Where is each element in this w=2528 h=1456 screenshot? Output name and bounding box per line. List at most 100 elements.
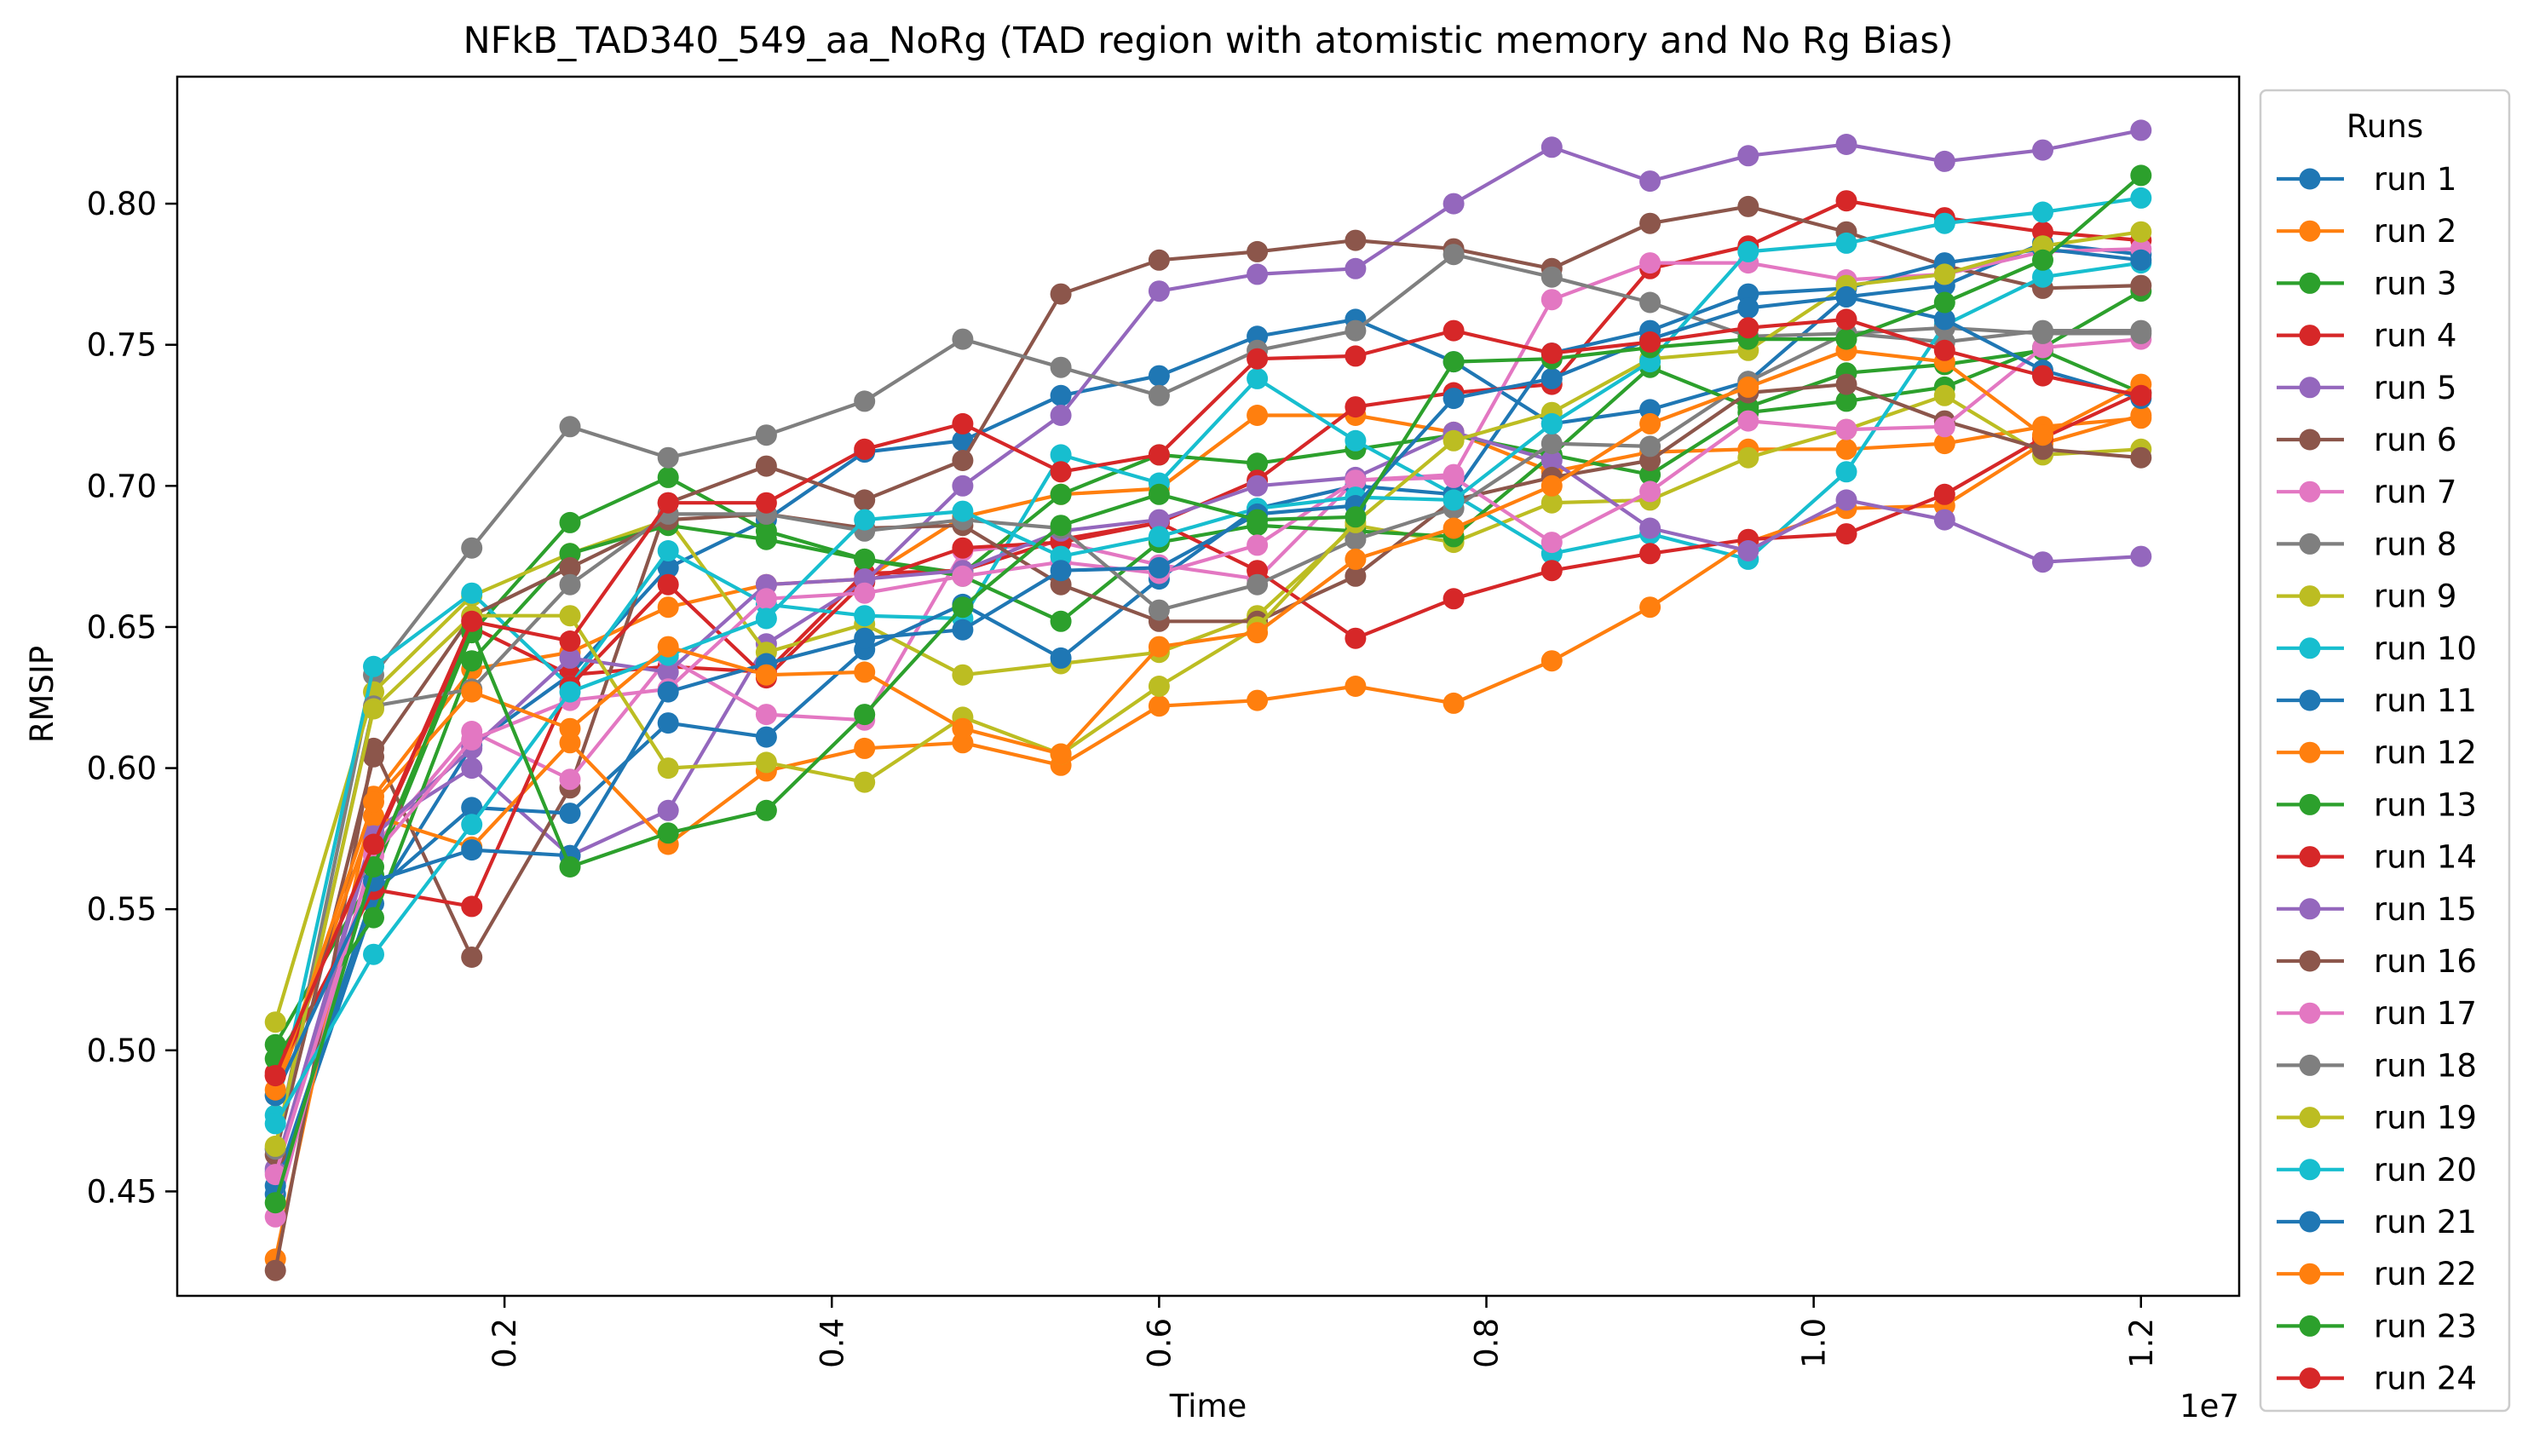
data-point: [1639, 331, 1661, 353]
data-point: [657, 636, 679, 658]
series-line: [274, 289, 2142, 1046]
y-tick-label: 0.80: [87, 186, 157, 222]
data-point: [1345, 676, 1367, 697]
data-point: [1540, 266, 1563, 288]
series-line: [274, 317, 2142, 1077]
y-tick-label: 0.65: [87, 609, 157, 646]
data-point: [657, 556, 679, 578]
data-point: [2130, 164, 2152, 187]
data-point: [657, 446, 679, 469]
series-line: [274, 261, 2142, 1116]
data-point: [1933, 384, 1955, 406]
legend-label: run 22: [2374, 1256, 2477, 1292]
data-point: [657, 540, 679, 561]
data-point: [1050, 560, 1072, 582]
data-point: [559, 647, 581, 669]
data-point: [363, 906, 384, 929]
data-point: [1639, 596, 1661, 619]
series-line: [274, 413, 2142, 1096]
legend-label: run 14: [2374, 839, 2477, 876]
series-22: [264, 339, 2152, 1101]
data-point: [1835, 438, 1857, 460]
data-point: [2130, 249, 2152, 271]
data-point: [2130, 545, 2152, 567]
data-point: [1050, 405, 1072, 426]
data-point: [1443, 244, 1465, 266]
series-line: [274, 204, 2141, 1271]
data-point: [1247, 534, 1269, 556]
legend-item: run 5: [2277, 370, 2456, 406]
legend-item: run 6: [2277, 422, 2456, 458]
data-point: [1050, 515, 1072, 537]
data-point: [1345, 319, 1367, 342]
data-point: [264, 1011, 286, 1033]
legend-marker: [2299, 1315, 2321, 1337]
data-point: [1540, 289, 1563, 311]
legend-item: run 3: [2277, 265, 2456, 302]
legend-marker: [2299, 532, 2321, 555]
legend-item: run 23: [2277, 1308, 2477, 1344]
data-point: [2130, 405, 2152, 426]
series-line: [274, 430, 2141, 1172]
legend-marker: [2299, 1263, 2321, 1285]
data-point: [1050, 647, 1072, 669]
legend-label: run 10: [2374, 630, 2477, 667]
data-point: [1540, 342, 1563, 365]
data-point: [2130, 119, 2152, 141]
data-point: [952, 717, 974, 740]
data-point: [559, 605, 581, 627]
data-point: [1737, 317, 1759, 339]
data-point: [559, 511, 581, 533]
data-point: [952, 596, 974, 619]
data-point: [2032, 551, 2053, 573]
legend-label: run 4: [2374, 318, 2456, 354]
legend-marker: [2299, 220, 2321, 242]
data-point: [952, 328, 974, 350]
legend-item: run 14: [2277, 839, 2477, 876]
data-point: [1737, 297, 1759, 319]
legend-marker: [2299, 1367, 2321, 1390]
data-point: [1835, 373, 1857, 395]
data-point: [1540, 450, 1563, 471]
legend-item: run 10: [2277, 630, 2477, 667]
legend-item: run 18: [2277, 1047, 2477, 1084]
data-point: [2130, 384, 2152, 406]
data-point: [1737, 240, 1759, 262]
data-point: [363, 655, 384, 677]
data-point: [363, 791, 384, 813]
axes-frame: [176, 75, 2241, 1298]
legend-marker: [2299, 585, 2321, 607]
data-point: [1933, 339, 1955, 361]
data-point: [755, 607, 777, 630]
data-point: [461, 947, 483, 968]
y-axis-label: RMSIP: [24, 646, 60, 743]
data-point: [1835, 285, 1857, 308]
data-point: [1639, 517, 1661, 539]
data-point: [1345, 506, 1367, 528]
data-point: [461, 895, 483, 918]
x-tick-label: 1.0: [1796, 1318, 1833, 1368]
y-tick-label: 0.45: [87, 1173, 157, 1210]
data-point: [1148, 676, 1170, 697]
data-point: [559, 630, 581, 652]
y-tick-label: 0.75: [87, 327, 157, 364]
data-point: [854, 627, 876, 649]
data-point: [2032, 249, 2053, 271]
legend-item: run 16: [2277, 943, 2477, 980]
data-point: [1639, 543, 1661, 565]
data-point: [1345, 565, 1367, 587]
data-point: [2130, 274, 2152, 296]
axes: 0.2 0.4 0.6 0.8 1.0 1.2 0.45 0.50 0.55 0.60 0.65 0.…: [87, 75, 2241, 1368]
data-point: [461, 757, 483, 780]
legend-marker: [2299, 429, 2321, 451]
legend-label: run 16: [2374, 943, 2477, 980]
data-point: [854, 661, 876, 683]
data-point: [1247, 367, 1269, 389]
series-line: [274, 348, 2142, 1060]
series-line: [274, 174, 2143, 1204]
data-point: [1247, 240, 1269, 262]
data-point: [1443, 489, 1465, 511]
data-point: [1540, 650, 1563, 672]
